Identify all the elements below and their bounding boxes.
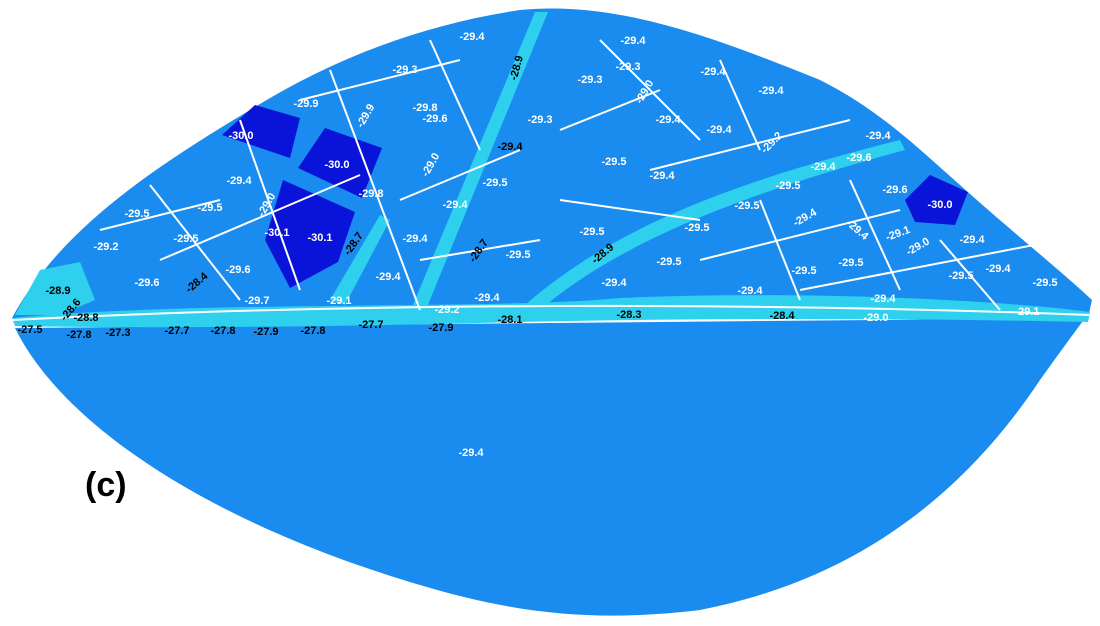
region-value: -29.4 — [655, 114, 681, 126]
region-value: -28.9 — [45, 285, 70, 297]
region-value: -28.8 — [73, 312, 98, 324]
region-value: -29.4 — [985, 263, 1011, 275]
dark-patch — [905, 175, 968, 225]
region-value: -29.5 — [505, 249, 530, 261]
region-value: -29.6 — [134, 277, 159, 289]
region-value: -28.4 — [769, 310, 795, 322]
region-value: -29.5 — [838, 257, 863, 269]
region-value: -27.9 — [253, 326, 278, 338]
region-value: -29.2 — [434, 304, 459, 316]
region-value: -29.6 — [225, 264, 250, 276]
region-value: -27.7 — [358, 319, 383, 331]
panel-label: (c) — [85, 466, 127, 504]
veins — [11, 39, 1091, 321]
region-value: -29.3 — [577, 74, 602, 86]
region-value: -29.9 — [293, 98, 318, 110]
region-value: -29.5 — [1032, 277, 1057, 289]
region-value: -29.4 — [474, 292, 500, 304]
region-value: -29.5 — [124, 208, 149, 220]
vein-strip — [525, 140, 905, 310]
region-value: -29.5 — [579, 226, 604, 238]
region-value: -29.8 — [412, 102, 437, 114]
region-value: -29.0 — [863, 312, 888, 324]
region-value: -29.4 — [402, 233, 428, 245]
region-value: -29.2 — [93, 241, 118, 253]
dark-patch — [265, 180, 355, 288]
region-value: -29.4 — [497, 141, 523, 153]
region-value: -29.3 — [527, 114, 552, 126]
region-value: -29.6 — [882, 184, 907, 196]
region-value: -29.4 — [601, 277, 627, 289]
region-value: -30.0 — [228, 130, 253, 142]
region-value: -27.7 — [164, 325, 189, 337]
region-value: -29.4 — [870, 293, 896, 305]
region-value: -27.9 — [428, 322, 453, 334]
region-value: -29.4 — [700, 66, 726, 78]
region-value: -27.8 — [300, 325, 325, 337]
region-value: -30.0 — [927, 199, 952, 211]
region-value: -29.4 — [737, 285, 763, 297]
region-value: -27.3 — [105, 327, 130, 339]
region-value: -27.8 — [66, 329, 91, 341]
region-value: -29.5 — [482, 177, 507, 189]
region-value: -29.4 — [649, 170, 675, 182]
region-value: -29.4 — [375, 271, 401, 283]
region-value: -29.8 — [358, 188, 383, 200]
region-value: -29.4 — [810, 161, 836, 173]
region-value: -29.4 — [620, 35, 646, 47]
region-value: -29.4 — [959, 234, 985, 246]
region-value: -29.7 — [244, 295, 269, 307]
region-value: -29.5 — [775, 180, 800, 192]
midrib-strip — [12, 295, 1090, 328]
region-value: -29.6 — [422, 113, 447, 125]
region-value: -30.0 — [324, 159, 349, 171]
dark-patch — [222, 105, 300, 158]
region-value: -29.4 — [865, 130, 891, 142]
region-value: -29.3 — [392, 64, 417, 76]
region-value: -29.5 — [684, 222, 709, 234]
region-value: -29.4 — [458, 447, 484, 459]
region-value: -30.1 — [307, 232, 332, 244]
region-value: -29.4 — [226, 175, 252, 187]
region-value: -29.5 — [197, 202, 222, 214]
region-value: -29.4 — [706, 124, 732, 136]
region-value: -28.1 — [497, 314, 522, 326]
region-value: -29.6 — [846, 152, 871, 164]
leaf-lower-half — [15, 318, 1085, 616]
region-value: -29.4 — [442, 199, 468, 211]
region-value: -29.1 — [1014, 306, 1039, 318]
base-strip — [15, 262, 95, 315]
leaf-upper-half — [12, 8, 1092, 318]
region-value: -29.5 — [948, 270, 973, 282]
dark-patch — [298, 128, 382, 198]
region-value: -29.4 — [459, 31, 485, 43]
vein-strip — [410, 12, 548, 312]
region-value: -30.1 — [264, 227, 289, 239]
region-value: -29.5 — [173, 233, 198, 245]
region-value: -29.5 — [656, 256, 681, 268]
region-value: -28.3 — [616, 309, 641, 321]
region-value: -27.5 — [17, 324, 42, 336]
region-value: -29.5 — [734, 200, 759, 212]
vein-strip — [330, 215, 390, 305]
region-value: -29.1 — [326, 295, 351, 307]
region-value: -29.5 — [791, 265, 816, 277]
region-value: -29.5 — [601, 156, 626, 168]
region-value: -27.8 — [210, 325, 235, 337]
region-value: -29.4 — [758, 85, 784, 97]
region-value: -29.3 — [615, 61, 640, 73]
